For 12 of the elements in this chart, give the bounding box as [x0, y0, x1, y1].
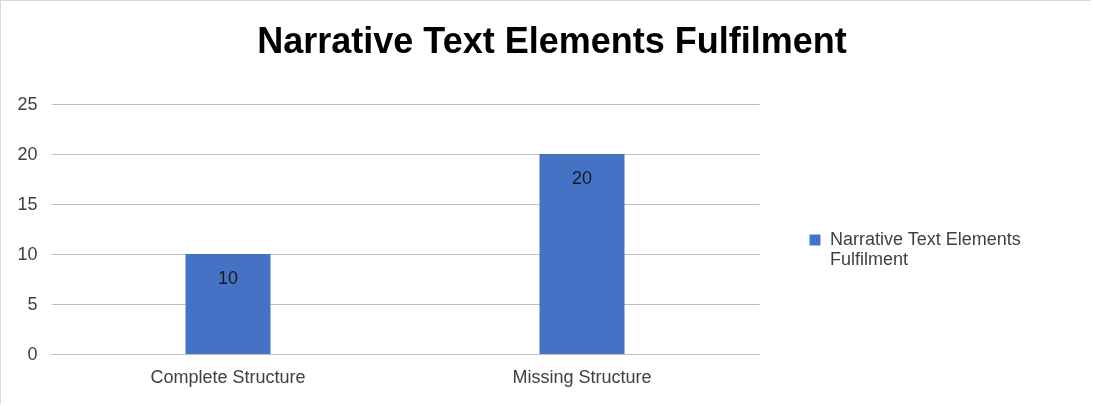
x-tick-label: Complete Structure: [150, 366, 306, 387]
data-label: 20: [571, 168, 593, 188]
y-tick-label: 15: [17, 193, 38, 214]
y-tick-label: 10: [17, 243, 38, 264]
y-tick-label: 20: [17, 143, 38, 164]
legend-label: Narrative Text Elements Fulfilment: [830, 229, 1021, 269]
data-label: 10: [217, 268, 239, 288]
chart-title: Narrative Text Elements Fulfilment: [257, 20, 847, 61]
y-tick-label: 5: [27, 293, 38, 314]
y-tick-label: 0: [27, 343, 38, 364]
y-tick-label: 25: [17, 93, 38, 114]
x-tick-label: Missing Structure: [512, 366, 652, 387]
